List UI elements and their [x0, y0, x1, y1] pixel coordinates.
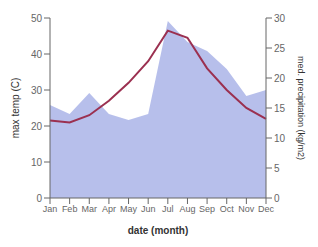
svg-text:Sep: Sep	[199, 204, 215, 214]
svg-text:Jan: Jan	[43, 204, 58, 214]
svg-text:Feb: Feb	[62, 204, 78, 214]
svg-text:Nov: Nov	[238, 204, 255, 214]
svg-text:max temp (C): max temp (C)	[10, 78, 21, 139]
svg-text:20: 20	[274, 73, 286, 84]
svg-text:10: 10	[274, 133, 286, 144]
svg-text:Jul: Jul	[162, 204, 174, 214]
svg-text:Apr: Apr	[102, 204, 116, 214]
svg-text:date (month): date (month)	[128, 225, 189, 236]
svg-text:Aug: Aug	[179, 204, 195, 214]
svg-text:0: 0	[274, 193, 280, 204]
svg-text:50: 50	[31, 13, 43, 24]
svg-text:Dec: Dec	[258, 204, 275, 214]
svg-text:10: 10	[31, 157, 43, 168]
svg-text:0: 0	[36, 193, 42, 204]
svg-text:25: 25	[274, 43, 286, 54]
svg-text:Jun: Jun	[141, 204, 156, 214]
svg-text:Mar: Mar	[82, 204, 98, 214]
svg-text:Oct: Oct	[220, 204, 235, 214]
svg-text:20: 20	[31, 121, 43, 132]
svg-text:15: 15	[274, 103, 286, 114]
svg-text:30: 30	[274, 13, 286, 24]
svg-text:40: 40	[31, 49, 43, 60]
svg-text:5: 5	[274, 163, 280, 174]
svg-text:med. precipitation (kg/m2): med. precipitation (kg/m2)	[296, 56, 306, 160]
svg-text:30: 30	[31, 85, 43, 96]
svg-text:May: May	[120, 204, 138, 214]
